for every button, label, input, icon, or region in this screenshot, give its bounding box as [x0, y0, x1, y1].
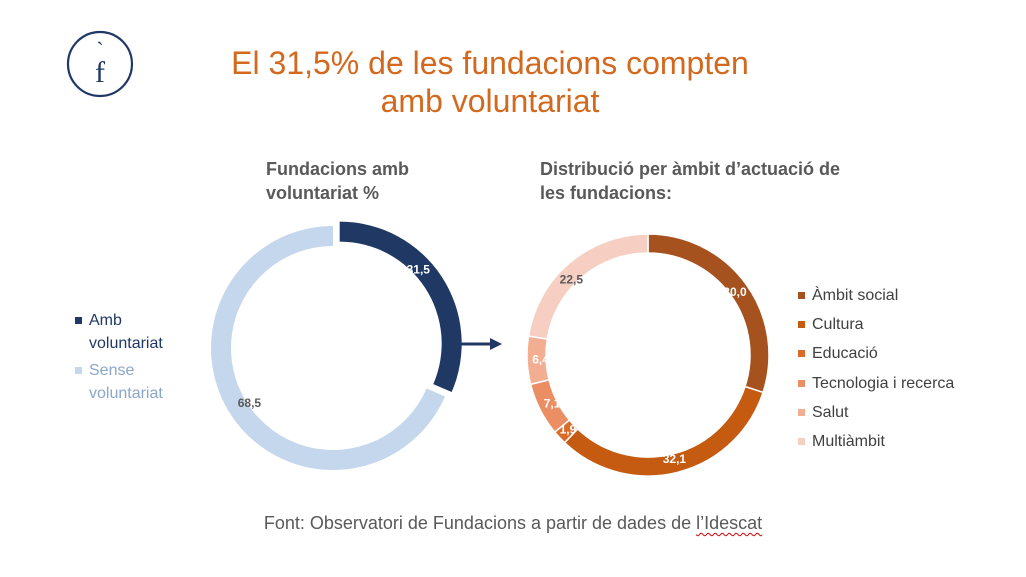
legend-swatch-amb: [75, 317, 82, 324]
right-legend: Àmbit social Cultura Educació Tecnologia…: [798, 281, 998, 456]
legend-label: Tecnologia i recerca: [812, 374, 955, 392]
donut-slice: [527, 233, 649, 340]
page-title: El 31,5% de les fundacions compten amb v…: [160, 44, 820, 120]
title-line-2: amb voluntariat: [380, 83, 600, 119]
volunteering-donut-chart: 31,5 68,5: [210, 221, 462, 470]
source-link: l’Idescat: [696, 513, 763, 533]
slice-value-label: 7,1: [544, 397, 561, 411]
legend-item-sense: Sense voluntariat: [75, 359, 200, 405]
legend-label: Multiàmbit: [812, 433, 885, 451]
legend-item-amb: Amb voluntariat: [75, 309, 200, 355]
title-line-1: El 31,5% de les fundacions compten: [231, 45, 749, 81]
donut-slice: [339, 221, 462, 393]
slice-value-label: 22,5: [560, 273, 584, 287]
legend-label: Cultura: [812, 316, 864, 334]
arrow-right-icon: [460, 338, 502, 350]
legend-label: Salut: [812, 403, 849, 421]
legend-swatch-sense: [75, 367, 82, 374]
right-chart-title: Distribució per àmbit d’actuació de les …: [540, 159, 841, 203]
sector-donut-chart: 30,0 32,1 1,9 7,1 6,4 22,5: [526, 233, 770, 477]
slice-value-label: 68,5: [238, 396, 262, 410]
foundation-logo: ` f: [66, 30, 134, 98]
legend-label: Educació: [812, 345, 878, 363]
legend-swatch: [798, 379, 805, 387]
legend-swatch: [798, 408, 805, 416]
source-note: Font: Observatori de Fundacions a partir…: [0, 513, 1026, 534]
left-legend: Amb voluntariat Sense voluntariat: [75, 309, 200, 409]
legend-label-sense: Sense voluntariat: [89, 362, 163, 402]
logo-accent: `: [96, 37, 103, 62]
legend-item-salut: Salut: [798, 398, 998, 427]
left-chart-title: Fundacions amb voluntariat %: [266, 159, 410, 203]
legend-swatch: [798, 321, 805, 329]
legend-item-tecnologia: Tecnologia i recerca: [798, 369, 998, 398]
legend-item-multiambit: Multiàmbit: [798, 427, 998, 456]
donut-slice: [647, 233, 770, 394]
legend-item-cultura: Cultura: [798, 310, 998, 339]
legend-label-amb: Amb voluntariat: [89, 312, 163, 352]
legend-item-ambit-social: Àmbit social: [798, 281, 998, 310]
logo-letter: f: [95, 56, 105, 89]
slice-value-label: 6,4: [532, 353, 549, 367]
slice-value-label: 1,9: [560, 423, 577, 437]
slice-value-label: 30,0: [723, 285, 747, 299]
legend-swatch: [798, 438, 805, 446]
legend-label: Àmbit social: [812, 287, 899, 304]
legend-swatch: [798, 350, 805, 358]
slice-value-label: 31,5: [407, 263, 431, 277]
legend-item-educacio: Educació: [798, 339, 998, 368]
logo-circle: [66, 30, 134, 98]
slice-value-label: 32,1: [663, 452, 687, 466]
source-prefix: Font: Observatori de Fundacions a partir…: [263, 513, 697, 533]
legend-swatch: [798, 292, 805, 299]
